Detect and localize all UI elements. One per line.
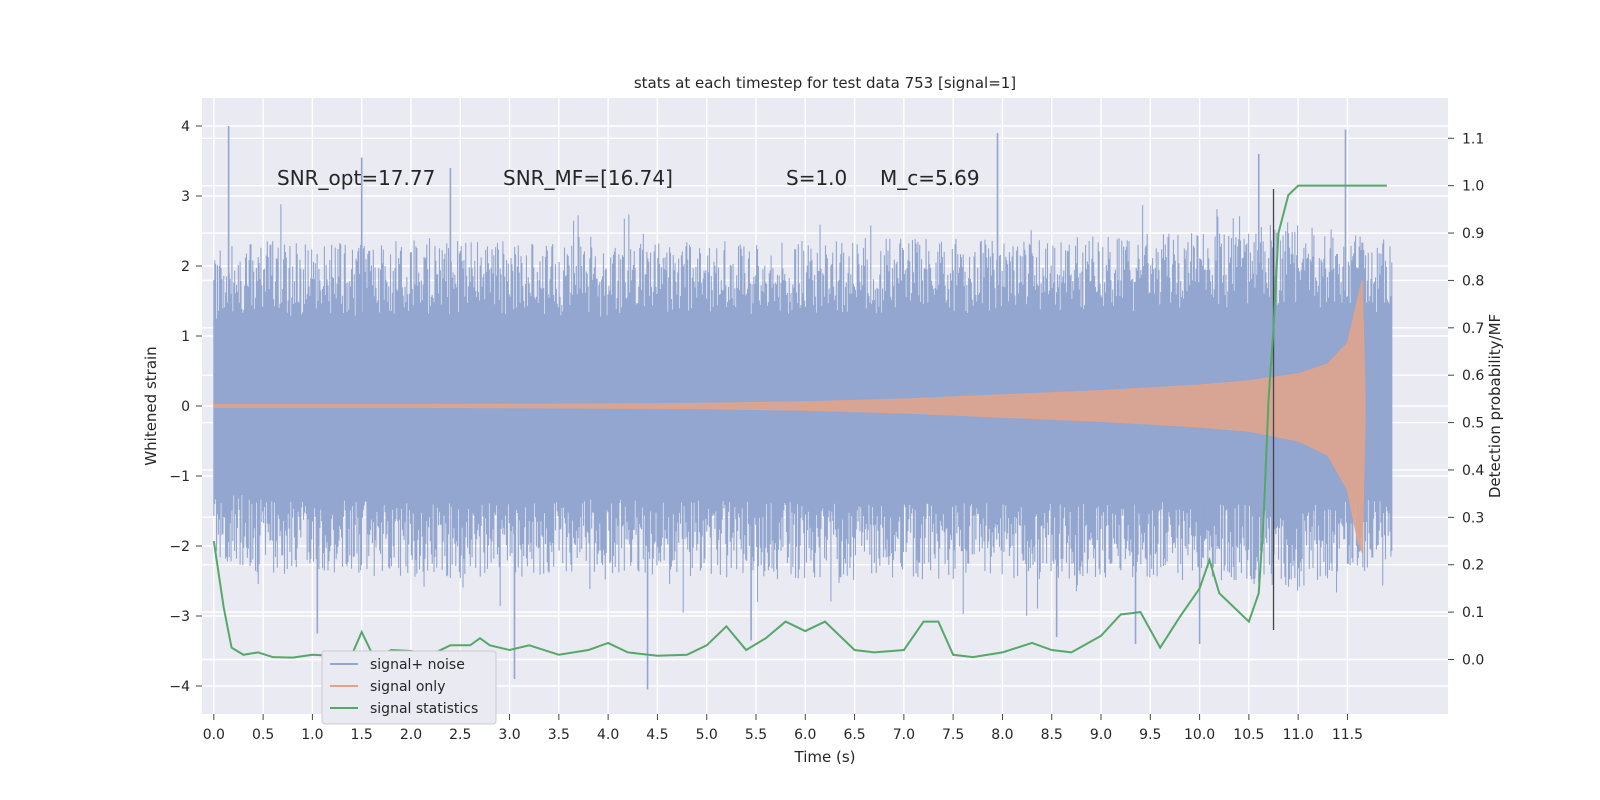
y2-tick-label: 0.8 bbox=[1462, 273, 1484, 289]
y2-tick-label: 1.1 bbox=[1462, 131, 1484, 147]
annotation-snr-opt: SNR_opt=17.77 bbox=[277, 166, 435, 190]
y2-tick-label: 0.7 bbox=[1462, 321, 1484, 337]
y-axis-label: Whitened strain bbox=[142, 346, 160, 465]
x-tick-label: 4.0 bbox=[597, 727, 619, 743]
signal-only-envelope bbox=[213, 279, 1366, 554]
legend-label-signal-noise: signal+ noise bbox=[370, 657, 465, 673]
x-tick-label: 2.0 bbox=[400, 727, 422, 743]
y2-tick-label: 0.2 bbox=[1462, 558, 1484, 574]
y-tick-label: 4 bbox=[181, 119, 190, 135]
y2-tick-labels: 1.1 1.0 0.9 0.8 0.7 0.6 0.5 0.4 0.3 0.2 0.1 0.0 bbox=[1448, 131, 1484, 669]
x-tick-label: 5.5 bbox=[745, 727, 767, 743]
legend-box bbox=[321, 650, 497, 725]
y2-axis-label: Detection probability/MF bbox=[1486, 314, 1504, 498]
x-tick-label: 0.0 bbox=[203, 727, 225, 743]
x-tick-label: 5.0 bbox=[696, 727, 718, 743]
x-tick-label: 6.0 bbox=[794, 727, 816, 743]
x-tick-label: 0.5 bbox=[252, 727, 274, 743]
x-tick-label: 9.0 bbox=[1090, 727, 1112, 743]
x-tick-label: 8.0 bbox=[991, 727, 1013, 743]
y-tick-label: 0 bbox=[181, 399, 190, 415]
x-tick-label: 1.0 bbox=[301, 727, 323, 743]
x-tick-label: 9.5 bbox=[1139, 727, 1161, 743]
y2-tick-label: 0.3 bbox=[1462, 510, 1484, 526]
y-tick-label: −1 bbox=[169, 469, 190, 485]
x-tick-label: 2.5 bbox=[449, 727, 471, 743]
y-tick-label: 3 bbox=[181, 189, 190, 205]
x-tick-label: 10.0 bbox=[1184, 727, 1215, 743]
y2-tick-label: 0.4 bbox=[1462, 463, 1484, 479]
annotation-snr-mf: SNR_MF=[16.74] bbox=[503, 166, 673, 190]
y-tick-label: −2 bbox=[169, 539, 190, 555]
x-tick-label: 11.5 bbox=[1332, 727, 1363, 743]
y2-tick-label: 1.0 bbox=[1462, 179, 1484, 195]
x-tick-label: 3.0 bbox=[498, 727, 520, 743]
y-tick-label: −4 bbox=[169, 679, 190, 695]
x-tick-label: 7.0 bbox=[893, 727, 915, 743]
y-tick-label: 1 bbox=[181, 329, 190, 345]
y2-tick-label: 0.1 bbox=[1462, 605, 1484, 621]
signal-only-series bbox=[213, 279, 1366, 554]
x-tick-label: 6.5 bbox=[843, 727, 865, 743]
y2-tick-label: 0.6 bbox=[1462, 368, 1484, 384]
x-tick-label: 7.5 bbox=[942, 727, 964, 743]
chart-title: stats at each timestep for test data 753… bbox=[634, 74, 1016, 92]
x-tick-label: 1.5 bbox=[351, 727, 373, 743]
legend-label-signal-statistics: signal statistics bbox=[370, 701, 478, 717]
y2-tick-label: 0.0 bbox=[1462, 653, 1484, 669]
x-tick-label: 4.5 bbox=[646, 727, 668, 743]
x-tick-label: 11.0 bbox=[1283, 727, 1314, 743]
y-tick-label: −3 bbox=[169, 609, 190, 625]
y2-tick-label: 0.9 bbox=[1462, 226, 1484, 242]
x-tick-label: 3.5 bbox=[548, 727, 570, 743]
annotation-mc: M_c=5.69 bbox=[880, 166, 980, 190]
x-tick-label: 8.5 bbox=[1041, 727, 1063, 743]
y-tick-labels: 4 3 2 1 0 −1 −2 −3 −4 bbox=[169, 119, 202, 695]
x-tick-label: 10.5 bbox=[1233, 727, 1264, 743]
legend: signal+ noise signal only signal statist… bbox=[321, 650, 497, 725]
x-tick-labels: 0.0 0.5 1.0 1.5 2.0 2.5 3.0 3.5 4.0 4.5 5.0 5.5 6.0 6… bbox=[203, 714, 1363, 743]
y-tick-label: 2 bbox=[181, 259, 190, 275]
y2-tick-label: 0.5 bbox=[1462, 416, 1484, 432]
x-axis-label: Time (s) bbox=[794, 748, 856, 766]
annotation-s: S=1.0 bbox=[786, 166, 847, 190]
legend-label-signal-only: signal only bbox=[370, 679, 445, 695]
